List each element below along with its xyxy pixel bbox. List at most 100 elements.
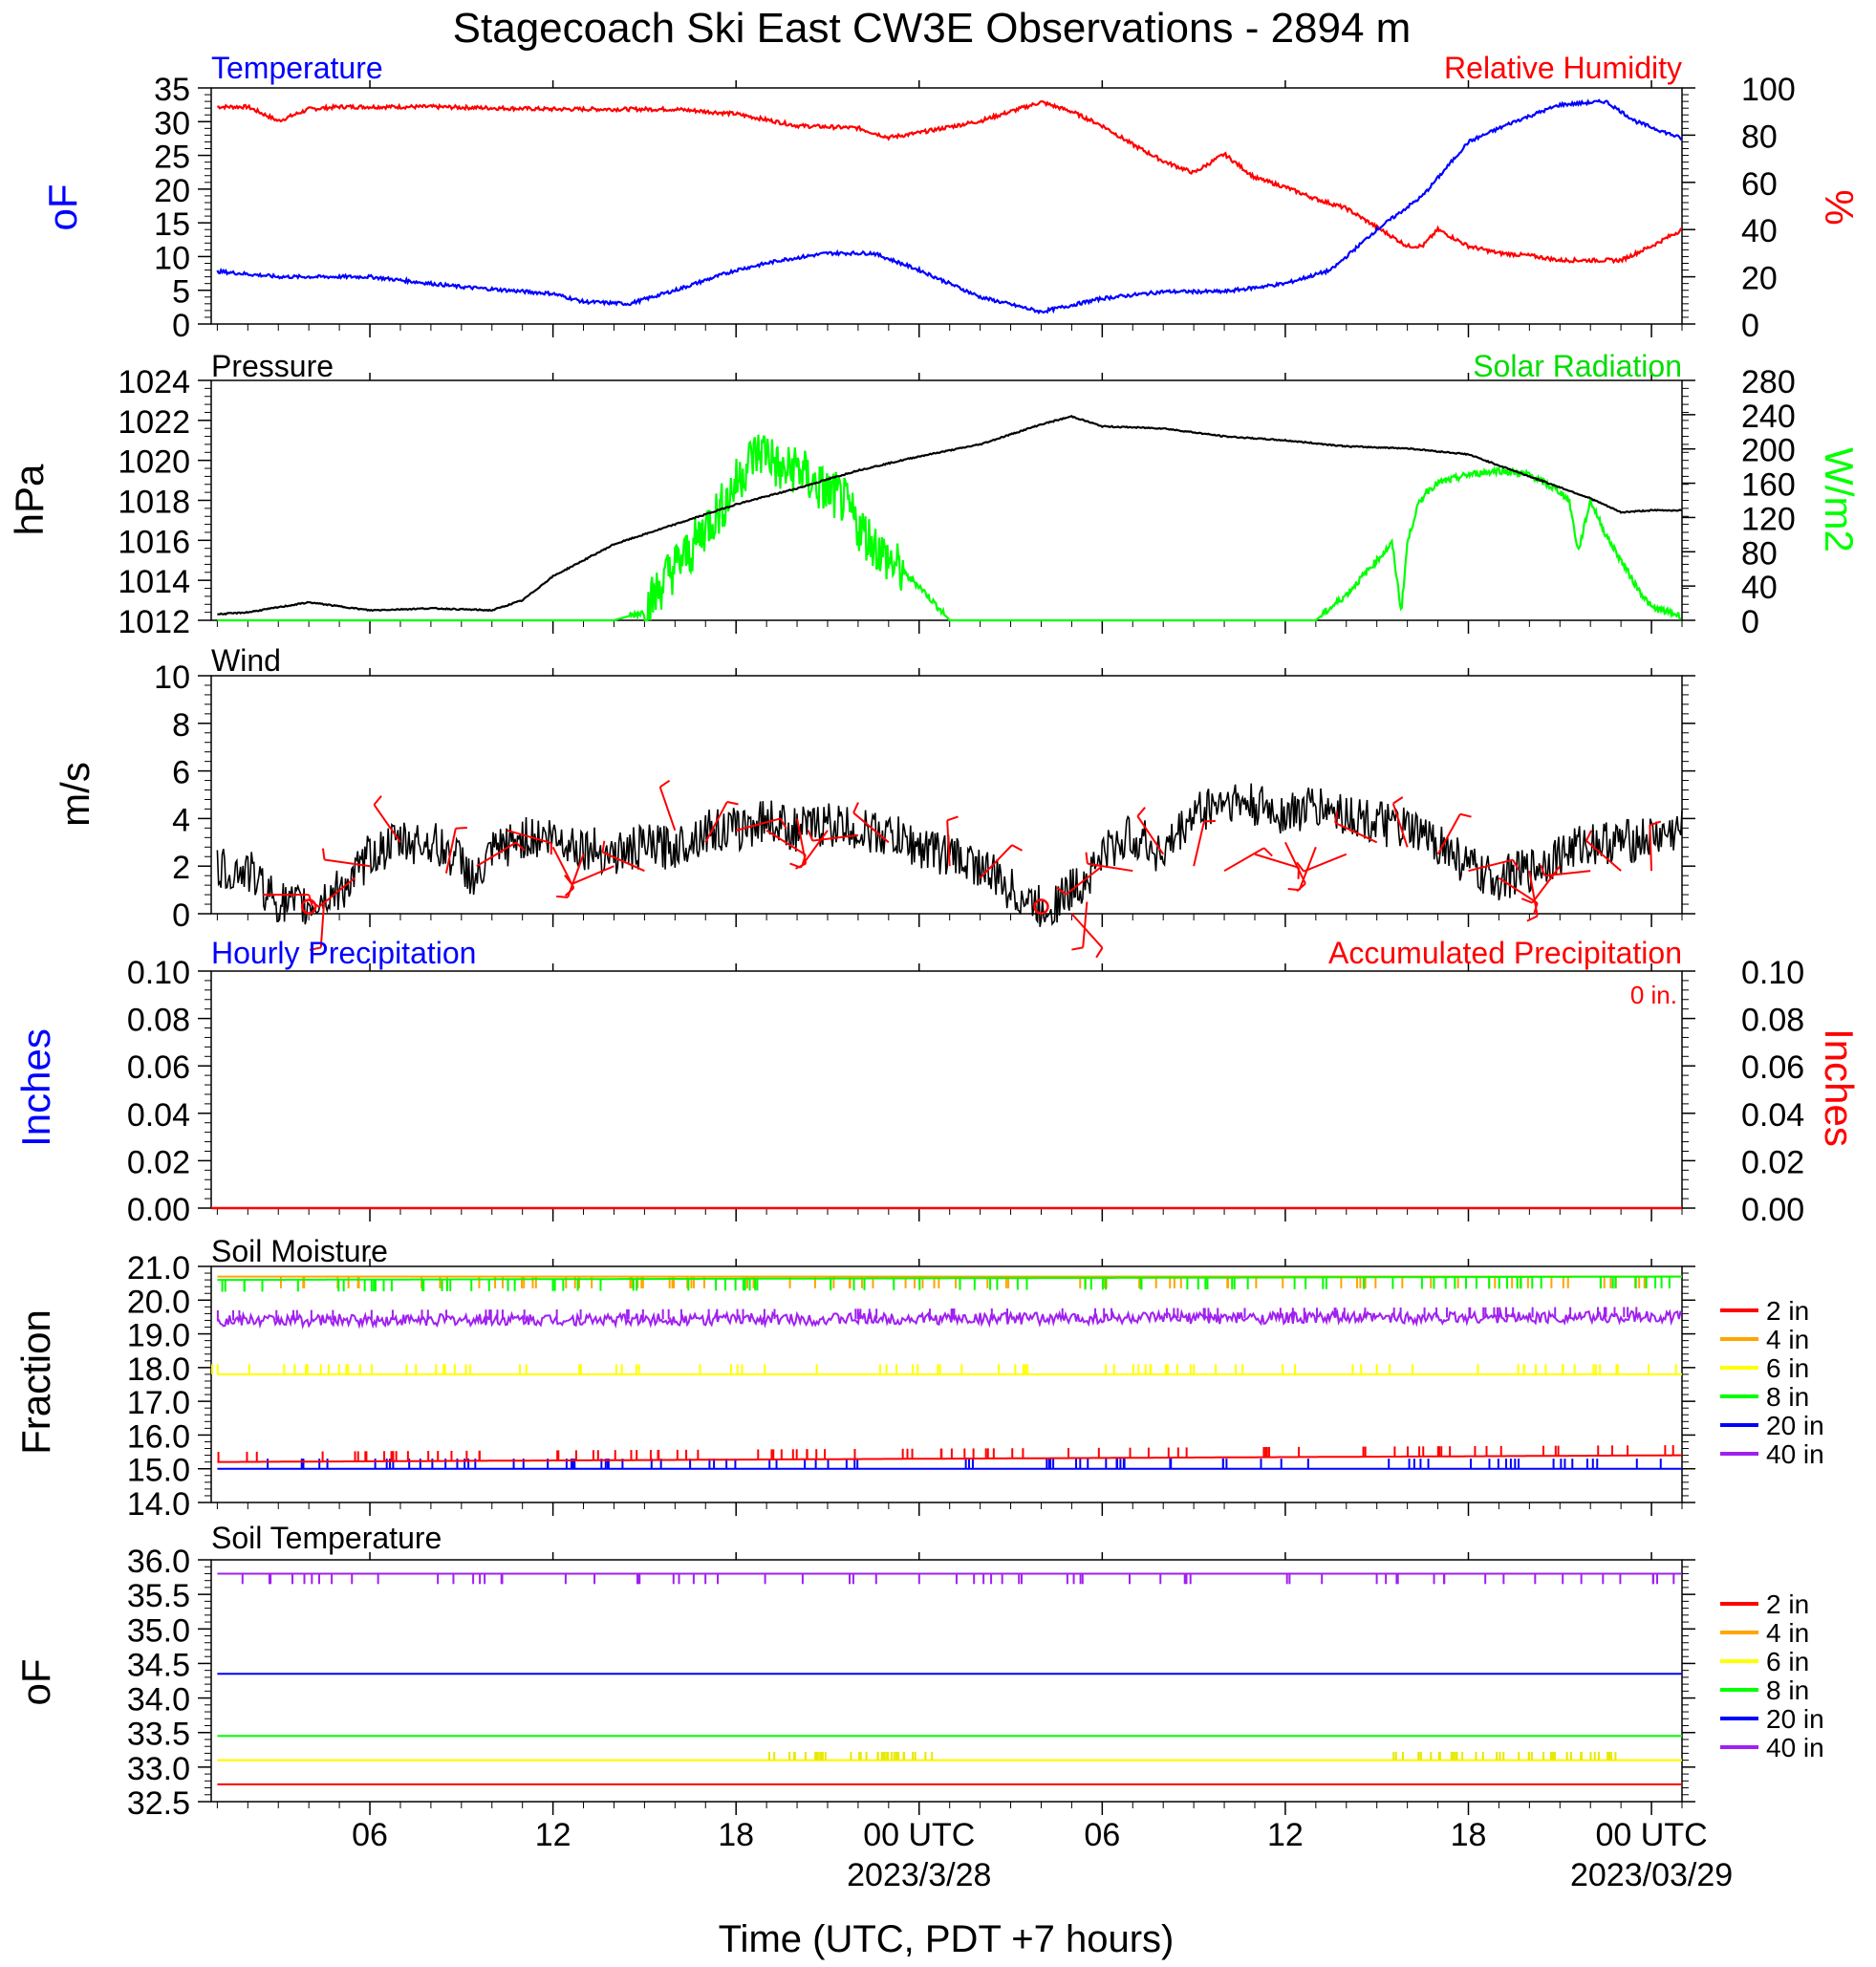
wind-title: Wind [211, 643, 281, 678]
wind-barb [1498, 876, 1539, 904]
precip-frame [210, 970, 1683, 1209]
wind-ytick-label: 10 [154, 659, 190, 696]
precip-ytick-right-label: 0.02 [1741, 1144, 1804, 1180]
wind-barb [571, 865, 615, 885]
wind-barb [658, 787, 677, 832]
wind-ylabel: m/s [53, 762, 97, 827]
soil_temp-ytick-label: 32.5 [127, 1785, 190, 1822]
temp_rh-ytick-label: 0 [172, 308, 190, 344]
x-tick-label: 12 [535, 1817, 571, 1853]
temp_rh-ytick-label: 25 [154, 140, 190, 176]
wind-barb [765, 830, 807, 856]
hourly-precip-title: Hourly Precipitation [211, 936, 476, 970]
wind-barb [1284, 841, 1306, 884]
precip-ytick-right-label: 0.10 [1741, 955, 1804, 991]
wind-barb [567, 854, 585, 898]
temp_rh-ytick-right-label: 60 [1741, 166, 1778, 203]
precip-ytick-label: 0.10 [127, 955, 190, 991]
wind-barb [476, 841, 517, 868]
wind-barb [812, 833, 859, 842]
wind-ytick-label: 4 [172, 802, 190, 838]
wind-barb-flag [1526, 915, 1539, 922]
wind-barb [319, 901, 326, 948]
temp_rh-frame [210, 87, 1683, 325]
soil_temp-legend-label: 20 in [1766, 1704, 1824, 1734]
solar-title: Solar Radiation [1473, 349, 1682, 383]
wind-barb-flag [1520, 897, 1533, 904]
temp_rh-ytick-right-label: 80 [1741, 119, 1778, 155]
soil_temp-ytick-label: 35.0 [127, 1612, 190, 1649]
pressure_solar-ytick-label: 1012 [118, 604, 190, 640]
wind-barb-flag [321, 848, 326, 860]
wind-barb-flag [309, 899, 320, 908]
temperature-line [216, 98, 1683, 315]
temp_rh-ytick-right-label: 40 [1741, 213, 1778, 249]
soil-moisture-ylabel: Fraction [13, 1309, 58, 1455]
wind-barb-flag [1262, 847, 1273, 857]
chart-title: Stagecoach Ski East CW3E Observations - … [453, 5, 1412, 52]
wind-barb-flag [1585, 830, 1592, 842]
wind-barb-flag [515, 841, 526, 852]
wind-barb [1391, 803, 1409, 848]
wind-barb [602, 851, 645, 873]
wind-barb [1254, 853, 1300, 869]
soil_moisture-frame [210, 1265, 1683, 1503]
wind-barb [1528, 871, 1539, 917]
soil_moisture-legend-label: 8 in [1766, 1382, 1809, 1412]
x-tick-label: 00 UTC [863, 1817, 975, 1853]
wind-barb-flag [807, 830, 814, 842]
wind-barb [1065, 865, 1103, 896]
wind-barb-flag [1011, 844, 1023, 852]
soil-moisture-title: Soil Moisture [211, 1234, 388, 1268]
x-tick-date: 2023/03/29 [1570, 1857, 1733, 1893]
wind-barb-flag [1136, 807, 1146, 817]
pressure-title: Pressure [211, 349, 334, 383]
wind-barb-flag [1085, 852, 1089, 864]
wind-barb [1649, 825, 1653, 872]
x-tick-label: 12 [1267, 1817, 1304, 1853]
axis-labels: 0510152025303502040608010010121014101610… [118, 72, 1823, 1893]
soil_moisture-ytick-label: 18.0 [127, 1351, 190, 1388]
wind-barb [1082, 901, 1089, 948]
pressure_solar-ytick-label: 1022 [118, 404, 190, 441]
soil_temp-legend-label: 40 in [1766, 1733, 1824, 1762]
wind-barb-flag [1459, 812, 1472, 818]
wind-barb-flag [779, 817, 787, 830]
soil_moisture-ytick-label: 21.0 [127, 1250, 190, 1286]
wind-barb [1585, 839, 1622, 872]
soil-moisture-5 [216, 1308, 1683, 1330]
pressure_solar-ytick-label: 1014 [118, 564, 190, 600]
precip-ytick-label: 0.04 [127, 1097, 190, 1134]
wind-barb [324, 858, 371, 868]
pressure_solar-ytick-right-label: 280 [1741, 364, 1796, 400]
wind-ytick-label: 8 [172, 707, 190, 744]
wind-barb-flag [1287, 887, 1300, 892]
wind-barb-flag [1296, 861, 1305, 873]
soil-temp-title: Soil Temperature [211, 1521, 442, 1555]
pressure_solar-ytick-right-label: 200 [1741, 433, 1796, 469]
soil_moisture-ytick-label: 14.0 [127, 1486, 190, 1523]
data-series [211, 98, 1683, 1785]
precip-ytick-right-label: 0.00 [1741, 1192, 1804, 1228]
wind-barb-flag [564, 874, 573, 885]
soil_temp-legend-label: 6 in [1766, 1647, 1809, 1676]
wind-ytick-label: 6 [172, 755, 190, 791]
x-tick-label: 18 [718, 1817, 754, 1853]
soil-moisture-3 [217, 1275, 1682, 1282]
wind-barb [1531, 865, 1562, 904]
precip-ytick-label: 0.08 [127, 1003, 190, 1039]
pressure_solar-ytick-label: 1020 [118, 444, 190, 481]
wind-ytick-label: 0 [172, 897, 190, 934]
temp_rh-ytick-label: 5 [172, 274, 190, 311]
wind-barb [1544, 870, 1591, 877]
accum-precip-title: Accumulated Precipitation [1328, 936, 1682, 970]
wind-barb [1303, 853, 1348, 873]
temp-ylabel: oF [40, 184, 85, 230]
soil_temp-legend-label: 8 in [1766, 1675, 1809, 1705]
temp_rh-ytick-right-label: 20 [1741, 261, 1778, 297]
soil_moisture-legend-label: 40 in [1766, 1439, 1824, 1469]
precip-ytick-right-label: 0.08 [1741, 1003, 1804, 1039]
soil_temp-legend-label: 4 in [1766, 1618, 1809, 1648]
wind-barb-flag [455, 826, 467, 830]
panel-frames [198, 80, 1695, 1815]
